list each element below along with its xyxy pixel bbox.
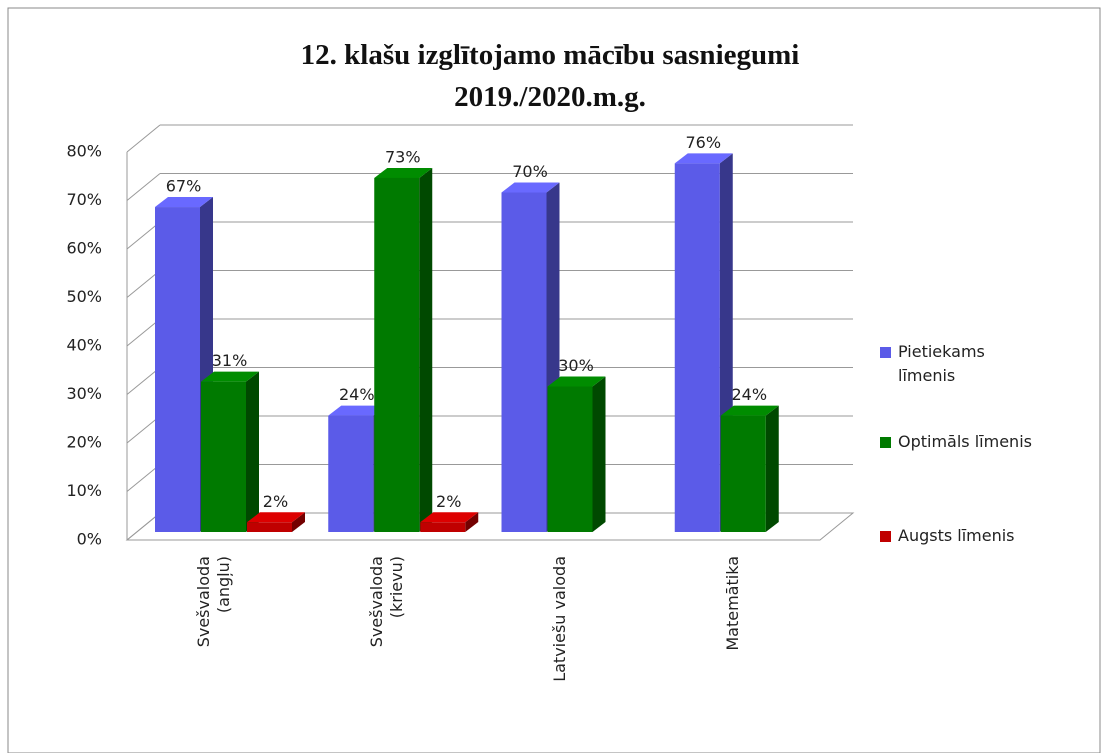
data-label: 31% [212, 351, 248, 370]
y-tick-label: 50% [66, 287, 102, 306]
x-tick-label: Svešvaloda (angļu) [193, 556, 233, 648]
y-tick-label: 30% [66, 384, 102, 403]
grid-line [126, 270, 161, 298]
legend-swatch [880, 347, 891, 358]
data-label: 24% [731, 385, 767, 404]
legend-label: Optimāls līmenis [898, 432, 1032, 451]
grid-line [126, 415, 161, 444]
bar-side [419, 167, 433, 532]
bar-top [420, 512, 479, 523]
chart-title-box: 12. klašu izglītojamo mācību sasniegumi … [200, 34, 900, 118]
bar [328, 415, 374, 532]
bar [201, 381, 246, 532]
bar-top [720, 405, 779, 416]
y-tick-label: 80% [66, 142, 102, 161]
data-label: 30% [558, 356, 594, 375]
bar [547, 386, 593, 532]
bar-top [155, 197, 213, 208]
legend-label: Pietiekams līmenis [898, 342, 985, 385]
bar-top [247, 512, 305, 523]
grid-line [126, 221, 161, 250]
grid-line [126, 318, 161, 347]
bar [155, 207, 200, 533]
y-tick-label: 60% [66, 239, 102, 258]
bar-top [374, 167, 433, 178]
bar [720, 415, 766, 532]
bar [247, 522, 292, 532]
bar [674, 163, 720, 532]
bar-side [592, 376, 606, 532]
data-label: 24% [339, 385, 375, 404]
bar-top [201, 371, 259, 382]
bar-top [501, 182, 560, 193]
bar [374, 177, 420, 532]
bar-top [328, 405, 387, 416]
data-label: 76% [685, 133, 721, 152]
y-tick-label: 40% [66, 336, 102, 355]
bar-side [246, 371, 259, 532]
y-tick-label: 0% [77, 530, 102, 549]
bar-top [674, 153, 733, 164]
data-label: 67% [166, 177, 202, 196]
grid-line [126, 124, 161, 153]
grid-line [126, 512, 161, 541]
data-label: 2% [263, 492, 288, 511]
data-label: 2% [436, 492, 461, 511]
bar-side [765, 405, 779, 532]
x-tick-label: Svešvaloda (krievu) [366, 556, 406, 648]
data-label: 73% [385, 147, 421, 166]
bar-side [292, 512, 305, 532]
x-tick-label: Matemātika [723, 556, 743, 651]
bar-side [465, 512, 479, 532]
bar [501, 192, 547, 532]
y-tick-label: 20% [66, 433, 102, 452]
grid-line [126, 464, 161, 492]
y-tick-label: 70% [66, 190, 102, 209]
grid-line [126, 367, 161, 395]
grid-line [126, 173, 161, 201]
legend-swatch [880, 531, 891, 542]
legend-label: Augsts līmenis [898, 526, 1015, 545]
bar [420, 522, 466, 532]
chart-title: 12. klašu izglītojamo mācību sasniegumi … [300, 39, 800, 113]
x-tick-label: Latviešu valoda [550, 556, 570, 682]
legend-swatch [880, 437, 891, 448]
y-tick-label: 10% [66, 481, 102, 500]
data-label: 70% [512, 162, 548, 181]
bar-top [547, 376, 606, 387]
